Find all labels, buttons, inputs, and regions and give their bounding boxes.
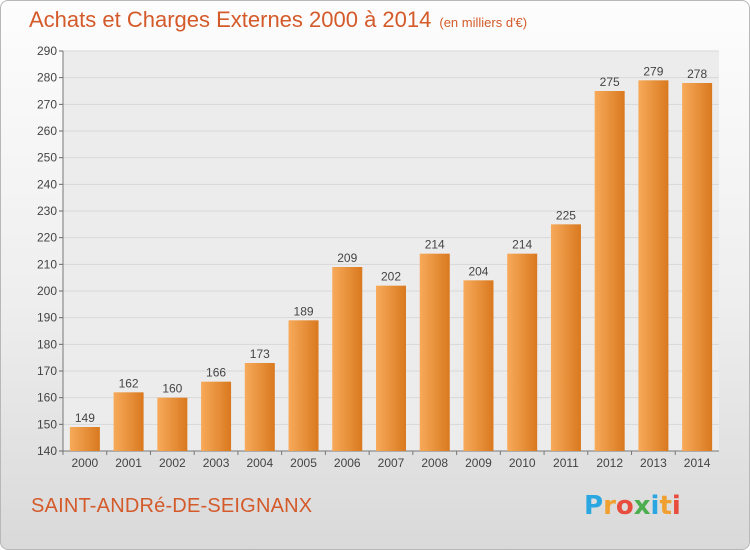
chart-title: Achats et Charges Externes 2000 à 2014 (e…	[29, 7, 527, 33]
y-tick-label: 150	[37, 417, 57, 431]
x-tick-label: 2013	[640, 456, 667, 470]
bar-value-label: 278	[687, 67, 707, 81]
x-tick-label: 2011	[553, 456, 579, 470]
bar	[157, 397, 188, 451]
bar-value-label: 279	[643, 64, 663, 78]
y-tick-label: 280	[37, 71, 57, 85]
x-tick-label: 2004	[246, 456, 273, 470]
bar	[376, 285, 406, 451]
bar-value-label: 214	[512, 238, 532, 252]
y-tick-label: 240	[37, 177, 57, 191]
x-tick-label: 2006	[334, 456, 361, 470]
commune-name: SAINT-ANDRé-DE-SEIGNANX	[31, 495, 313, 517]
bar	[69, 427, 100, 451]
bar-value-label: 214	[425, 238, 445, 252]
x-tick-label: 2000	[72, 456, 99, 470]
y-tick-label: 160	[37, 391, 57, 405]
bar-value-label: 160	[162, 382, 182, 396]
x-tick-label: 2001	[115, 456, 142, 470]
x-tick-label: 2014	[684, 456, 711, 470]
bar	[638, 80, 669, 451]
logo-letter: t	[659, 491, 672, 521]
bar	[463, 280, 494, 451]
x-tick-label: 2010	[509, 456, 536, 470]
chart-subtitle: (en milliers d'€)	[439, 15, 528, 30]
y-tick-label: 250	[37, 151, 57, 165]
y-tick-label: 200	[37, 284, 57, 298]
logo-letter: P	[584, 491, 604, 521]
y-tick-label: 260	[37, 124, 57, 138]
bar-value-label: 149	[75, 411, 95, 425]
bar	[244, 363, 275, 451]
y-tick-label: 290	[37, 44, 57, 58]
bar-value-label: 162	[119, 376, 139, 390]
logo-letter: o	[615, 491, 634, 521]
bar	[507, 253, 538, 451]
bar-value-label: 275	[600, 75, 620, 89]
bar-value-label: 166	[206, 366, 226, 380]
x-tick-label: 2012	[596, 456, 623, 470]
logo-letter: x	[633, 491, 651, 521]
bar	[594, 91, 625, 451]
bar	[550, 224, 581, 451]
logo-letter: r	[603, 491, 616, 521]
y-tick-label: 190	[37, 311, 57, 325]
bar	[201, 381, 232, 451]
bar	[419, 253, 450, 451]
y-tick-label: 230	[37, 204, 57, 218]
x-tick-label: 2009	[465, 456, 492, 470]
y-tick-label: 210	[37, 257, 57, 271]
y-tick-label: 170	[37, 364, 57, 378]
x-tick-label: 2003	[203, 456, 230, 470]
bars	[69, 80, 713, 451]
logo-letter: i	[671, 491, 681, 521]
title-text: Achats et Charges Externes 2000 à 2014	[29, 7, 432, 32]
bar	[682, 83, 713, 451]
x-tick-label: 2002	[159, 456, 186, 470]
logo-letter: i	[650, 491, 660, 521]
bar-value-label: 202	[381, 270, 401, 284]
y-tick-label: 180	[37, 337, 57, 351]
y-tick-label: 270	[37, 97, 57, 111]
bar-value-label: 209	[337, 251, 357, 265]
y-tick-label: 140	[37, 444, 57, 458]
y-tick-label: 220	[37, 231, 57, 245]
bar	[332, 267, 363, 451]
bar	[288, 320, 319, 451]
x-tick-label: 2007	[378, 456, 405, 470]
proxiti-logo: Proxiti	[584, 491, 681, 521]
bar	[113, 392, 144, 451]
bar-value-label: 173	[250, 347, 270, 361]
x-tick-label: 2005	[290, 456, 317, 470]
bar-value-label: 189	[294, 304, 314, 318]
x-tick-label: 2008	[421, 456, 448, 470]
bar-value-label: 225	[556, 208, 576, 222]
data-labels: 149 162 160 166 173 189 209 202 214 204 214 225 275 2…	[75, 64, 708, 425]
bar-value-label: 204	[468, 264, 488, 278]
